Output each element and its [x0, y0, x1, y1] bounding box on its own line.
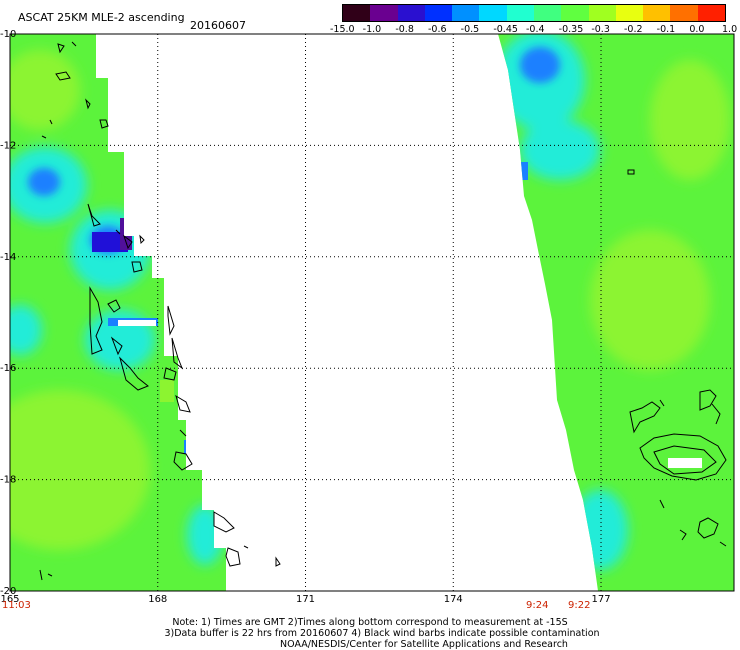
note-line-3: NOAA/NESDIS/Center for Satellite Applica…	[280, 639, 568, 650]
colorbar-label: 0.0	[689, 24, 705, 35]
colorbar-segment	[452, 5, 480, 21]
colorbar-segment	[479, 5, 507, 21]
pass-time-1: 11:03	[2, 600, 31, 611]
map-frame	[9, 33, 735, 592]
grid	[10, 34, 734, 591]
lon-tick-label: 168	[148, 594, 167, 605]
colorbar-label: -0.8	[395, 24, 414, 35]
colorbar-label: -0.5	[460, 24, 480, 35]
lon-tick-label: 171	[296, 594, 315, 605]
colorbar-label: -0.2	[624, 24, 643, 35]
colorbar-label: 1.0	[722, 24, 738, 35]
colorbar-label: -0.4	[526, 24, 545, 35]
right-swath	[498, 34, 734, 591]
colorbar-segment	[670, 5, 698, 21]
colorbar-segment	[533, 5, 562, 21]
lat-tick-label: -20	[0, 586, 16, 597]
colorbar-label: -0.1	[656, 24, 676, 35]
product-date: 20160607	[190, 19, 246, 32]
colorbar-segment	[615, 5, 644, 21]
colorbar-segment	[370, 5, 398, 21]
colorbar-segment	[424, 5, 453, 21]
colorbar-label: -0.3	[591, 24, 610, 35]
lat-tick-label: -10	[0, 29, 16, 40]
colorbar-label: -1.0	[362, 24, 382, 35]
colorbar-segment	[397, 5, 425, 21]
lat-tick-label: -14	[0, 252, 16, 263]
lat-tick-label: -12	[0, 140, 16, 151]
product-title: ASCAT 25KM MLE-2 ascending	[18, 11, 185, 24]
lon-tick-label: 174	[444, 594, 463, 605]
lat-tick-label: -16	[0, 363, 16, 374]
pass-time-3: 9:22	[568, 600, 591, 611]
colorbar-labels: -15.0 -1.0 -0.8 -0.6 -0.5 -0.45 -0.4 -0.35 -0.3 -…	[330, 24, 737, 36]
colorbar-label: -0.6	[428, 24, 447, 35]
coastlines	[39, 41, 727, 581]
colorbar-label: -0.35	[558, 24, 584, 35]
colorbar-label: -15.0	[330, 24, 355, 35]
colorbar-segment	[697, 5, 725, 21]
lon-tick-label: 165	[0, 594, 19, 605]
colorbar-segment	[343, 5, 371, 21]
colorbar-segment	[561, 5, 589, 21]
lon-tick-label: 177	[591, 594, 610, 605]
note-line-1: Note: 1) Times are GMT 2)Times along bot…	[172, 617, 568, 628]
pass-time-2: 9:24	[526, 600, 549, 611]
note-line-2: 3)Data buffer is 22 hrs from 20160607 4)…	[164, 628, 600, 639]
colorbar-segment	[643, 5, 671, 21]
left-swath	[10, 34, 226, 591]
colorbar-segment	[506, 5, 534, 21]
colorbar-label: -0.45	[493, 24, 518, 35]
lat-tick-label: -18	[0, 475, 16, 486]
colorbar-segment	[588, 5, 616, 21]
colorbar	[342, 4, 726, 22]
